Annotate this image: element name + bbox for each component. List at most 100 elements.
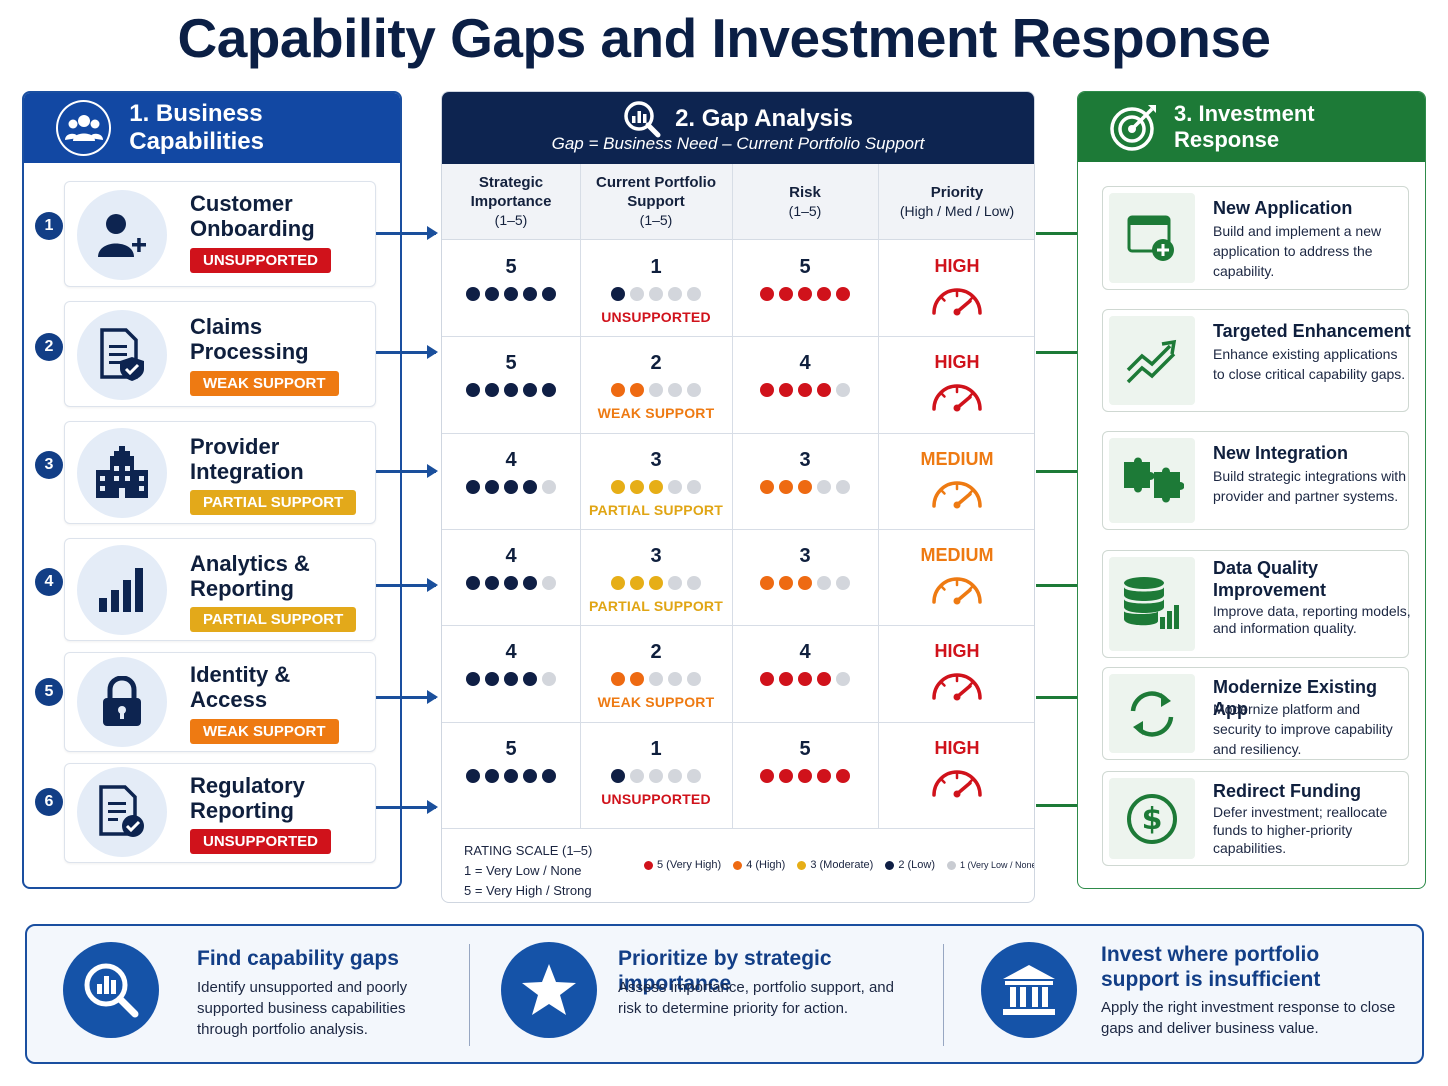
- investment-description: Modernize platform and security to impro…: [1213, 701, 1393, 757]
- row-divider: [442, 721, 1034, 723]
- rating-dot: [466, 383, 480, 398]
- investment-title: Modernize Existing App: [1213, 677, 1378, 719]
- risk-dots: [732, 479, 878, 494]
- capability-card[interactable]: 5 Identity & Access WEAK SUPPORT: [35, 652, 376, 752]
- column-header-priority: Priority (High / Med / Low): [878, 164, 1034, 240]
- investment-card[interactable]: Data Quality Improvement Improve data, r…: [1102, 550, 1411, 658]
- investment-card[interactable]: $ Redirect Funding Defer investment; rea…: [1102, 771, 1409, 866]
- gauge-icon: [932, 577, 982, 605]
- rating-dot: [542, 575, 556, 590]
- capability-card[interactable]: 4 Analytics & Reporting PARTIAL SUPPORT: [35, 538, 376, 641]
- status-badge: WEAK SUPPORT: [190, 371, 339, 396]
- importance-dots: [442, 383, 580, 398]
- star-icon: [501, 942, 597, 1038]
- investment-card[interactable]: Modernize Existing App Modernize platfor…: [1102, 667, 1409, 760]
- rating-dot: [817, 383, 831, 398]
- support-cell: 1 UNSUPPORTED: [580, 738, 732, 807]
- gauge-icon: [932, 384, 982, 412]
- rating-dot: [668, 575, 682, 590]
- investment-card[interactable]: New Integration Build strategic integrat…: [1102, 431, 1409, 530]
- gauge-icon: [932, 480, 982, 509]
- risk-cell: 3: [732, 545, 878, 590]
- rating-dot: [760, 768, 774, 783]
- rating-dot: [798, 768, 812, 783]
- importance-cell: 4: [442, 641, 580, 687]
- dollar-circle-icon: $: [1109, 778, 1195, 859]
- rating-dot: [817, 575, 831, 590]
- rating-dot: [611, 768, 625, 783]
- support-cell: 3 PARTIAL SUPPORT: [580, 545, 732, 614]
- capability-card[interactable]: 1 Customer Onboarding UNSUPPORTED: [35, 181, 376, 287]
- importance-dots: [442, 768, 580, 783]
- status-badge: WEAK SUPPORT: [190, 719, 339, 744]
- importance-dots: [442, 479, 580, 494]
- rating-dot: [523, 575, 537, 590]
- summary-divider: [943, 944, 944, 1046]
- rating-dot: [817, 672, 831, 687]
- rating-dot: [466, 768, 480, 783]
- legend-line: 5 = Very High / Strong: [464, 883, 592, 898]
- legend-item: 3 (Moderate): [797, 859, 873, 871]
- rating-dot: [779, 575, 793, 590]
- support-score: 3: [650, 448, 662, 471]
- legend-dot: [733, 860, 743, 870]
- rating-scale-legend: RATING SCALE (1–5) 1 = Very Low / None 5…: [442, 828, 1034, 902]
- column-divider: [732, 164, 733, 828]
- rating-dot: [779, 383, 793, 398]
- importance-cell: 4: [442, 449, 580, 494]
- support-label: WEAK SUPPORT: [597, 694, 715, 711]
- gap-analysis-heading: 2. Gap Analysis: [675, 105, 853, 132]
- rating-dot: [504, 479, 518, 494]
- rating-dot: [485, 768, 499, 783]
- importance-score: 5: [505, 256, 517, 278]
- rating-dot: [760, 383, 774, 398]
- legend-label: 5 (Very High): [657, 859, 722, 871]
- flow-arrow: [376, 578, 438, 592]
- risk-score: 5: [799, 737, 811, 760]
- rating-dot: [542, 768, 556, 783]
- investment-description: Improve data, reporting models, and info…: [1213, 603, 1411, 636]
- support-cell: 2 WEAK SUPPORT: [580, 352, 732, 421]
- support-score: 1: [650, 256, 662, 278]
- capability-title: Claims Processing: [190, 314, 309, 364]
- rating-dot: [649, 575, 663, 590]
- database-chart-icon: [1109, 557, 1195, 651]
- rating-dot: [523, 672, 537, 687]
- risk-cell: 4: [732, 352, 878, 398]
- rating-dot: [798, 287, 812, 301]
- capability-card[interactable]: 2 Claims Processing WEAK SUPPORT: [35, 301, 376, 407]
- legend-line: 1 = Very Low / None: [464, 863, 582, 878]
- rating-dot: [836, 383, 850, 398]
- capability-card[interactable]: 6 Regulatory Reporting UNSUPPORTED: [35, 763, 376, 863]
- rating-dot: [542, 672, 556, 687]
- rating-dot: [523, 768, 537, 783]
- risk-score: 3: [799, 544, 811, 567]
- support-label: UNSUPPORTED: [601, 790, 711, 807]
- gauge-icon: [932, 769, 982, 797]
- support-score: 1: [650, 737, 662, 760]
- rating-dot: [687, 287, 701, 301]
- target-arrow-icon: [1108, 101, 1160, 153]
- rating-dot: [668, 672, 682, 687]
- investment-title: Targeted Enhancement: [1213, 321, 1411, 341]
- support-label: PARTIAL SUPPORT: [589, 597, 723, 614]
- legend-dot: [644, 860, 653, 870]
- support-label: WEAK SUPPORT: [597, 405, 715, 422]
- capability-title: Provider Integration: [190, 434, 304, 484]
- rating-dot: [649, 479, 663, 494]
- legend-item: 4 (High): [733, 859, 785, 871]
- capability-card[interactable]: 3 Provider Integration PARTIAL SUPPORT: [35, 421, 376, 524]
- support-dots: [580, 287, 732, 301]
- capability-title: Customer Onboarding: [190, 191, 315, 241]
- column-divider: [878, 164, 879, 828]
- investment-card[interactable]: New Application Build and implement a ne…: [1102, 186, 1409, 290]
- svg-text:$: $: [1142, 802, 1163, 837]
- flow-arrow: [376, 690, 438, 704]
- rating-dot: [760, 287, 774, 301]
- investment-card[interactable]: Targeted Enhancement Enhance existing ap…: [1102, 309, 1411, 412]
- magnifier-chart-icon: [63, 942, 159, 1038]
- investment-description: Defer investment; reallocate funds to hi…: [1213, 804, 1388, 856]
- business-capabilities-heading: 1. Business Capabilities: [129, 100, 264, 155]
- importance-score: 4: [505, 544, 517, 567]
- summary-text: Apply the right investment response to c…: [1101, 999, 1396, 1037]
